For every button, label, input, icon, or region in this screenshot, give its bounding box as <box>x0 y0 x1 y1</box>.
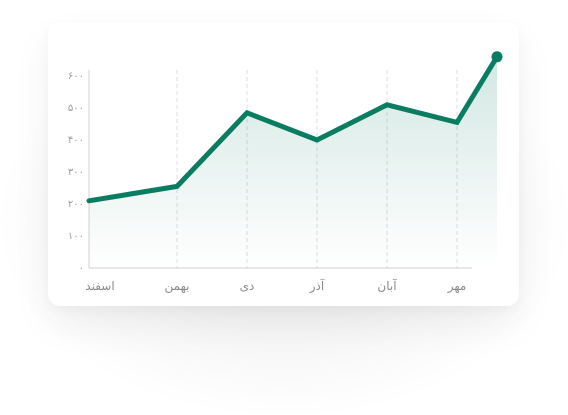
y-tick-label: ۳۰۰ <box>68 167 84 178</box>
y-tick-label: ۶۰۰ <box>68 71 84 82</box>
y-axis-ticks: ۰ ۱۰۰ ۲۰۰ ۳۰۰ ۴۰۰ ۵۰۰ ۶۰۰ <box>68 71 84 274</box>
series-area <box>86 51 503 268</box>
x-axis-ticks: مهر آبان آذر دی بهمن اسفند <box>85 278 466 294</box>
end-marker-dot <box>491 51 503 63</box>
x-tick-label: اسفند <box>85 279 114 293</box>
x-tick-label: آبان <box>377 278 397 293</box>
x-tick-label: مهر <box>447 279 467 294</box>
y-tick-label: ۲۰۰ <box>68 199 84 210</box>
y-tick-label: ۰ <box>79 263 84 274</box>
x-tick-label: بهمن <box>165 279 190 294</box>
x-tick-label: دی <box>240 279 255 293</box>
y-tick-label: ۴۰۰ <box>68 135 84 146</box>
y-tick-label: ۱۰۰ <box>68 231 84 242</box>
y-tick-label: ۵۰۰ <box>68 103 84 114</box>
x-tick-label: آذر <box>309 278 325 294</box>
series-area-fill <box>89 56 497 268</box>
